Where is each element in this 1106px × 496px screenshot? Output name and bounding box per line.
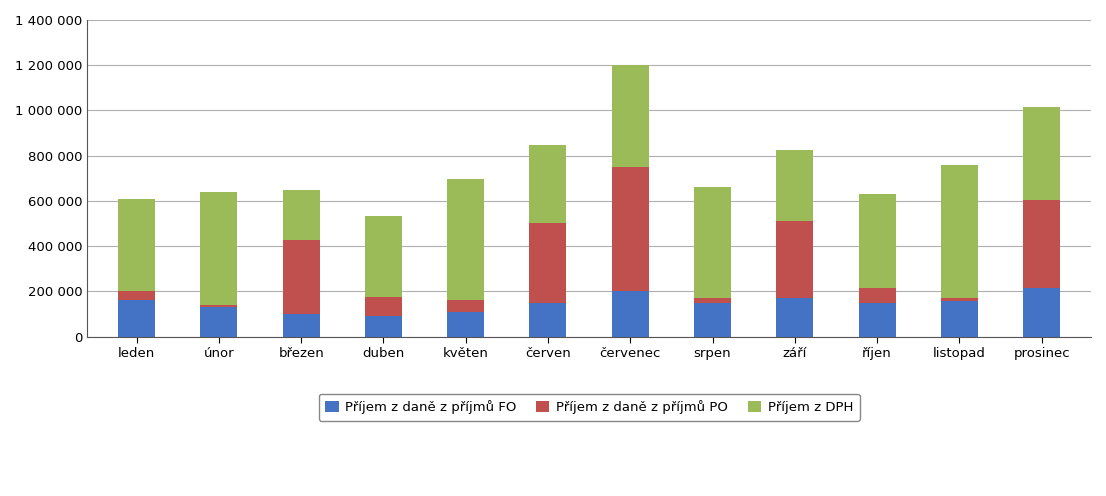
Bar (776, 221, 813, 298)
Bar (1023, 107, 1061, 200)
Bar (941, 165, 978, 298)
Bar (612, 291, 649, 336)
Bar (283, 241, 320, 314)
Bar (365, 216, 401, 297)
Bar (612, 167, 649, 291)
Bar (776, 150, 813, 221)
Bar (283, 314, 320, 336)
Bar (941, 298, 978, 302)
Bar (530, 224, 566, 303)
Bar (365, 316, 401, 336)
Bar (447, 301, 484, 311)
Bar (118, 291, 155, 301)
Bar (776, 298, 813, 336)
Bar (941, 302, 978, 336)
Bar (283, 189, 320, 241)
Bar (530, 303, 566, 336)
Bar (200, 192, 238, 305)
Bar (695, 298, 731, 303)
Bar (447, 311, 484, 336)
Bar (858, 194, 896, 288)
Bar (530, 145, 566, 224)
Bar (1023, 200, 1061, 288)
Bar (365, 297, 401, 316)
Bar (1023, 288, 1061, 336)
Bar (200, 307, 238, 336)
Bar (118, 198, 155, 291)
Bar (695, 303, 731, 336)
Bar (858, 303, 896, 336)
Bar (695, 187, 731, 298)
Bar (118, 301, 155, 336)
Bar (447, 180, 484, 301)
Legend: Příjem z daně z příjmů FO, Příjem z daně z příjmů PO, Příjem z DPH: Příjem z daně z příjmů FO, Příjem z daně… (319, 394, 859, 421)
Bar (200, 305, 238, 307)
Bar (858, 288, 896, 303)
Bar (612, 65, 649, 167)
